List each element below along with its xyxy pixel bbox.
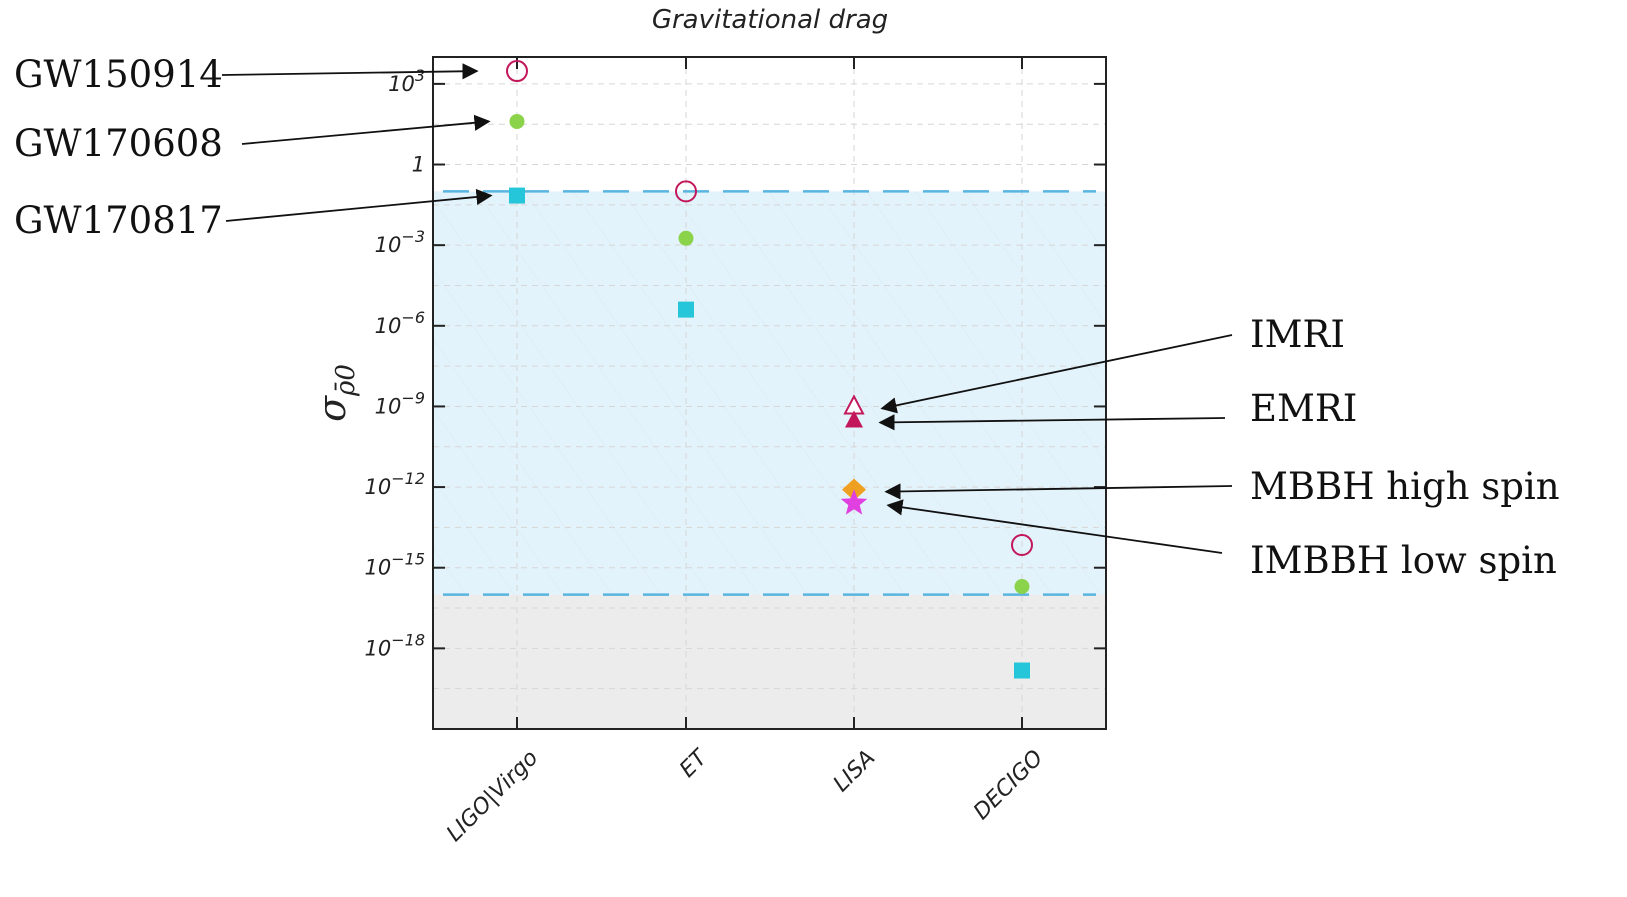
annotation-arrow — [880, 334, 1233, 414]
annotation-arrow — [878, 414, 1226, 431]
y-axis-label: σρ̄0 — [310, 364, 361, 422]
plot-frame — [432, 56, 1107, 730]
shaded-band-hatch — [433, 191, 1106, 595]
x-category-label: LISA — [829, 746, 880, 797]
plot-area: 103 1 10−3 10−6 10−9 10−12 10−15 10−18 LIGO|Virg… — [310, 56, 1107, 847]
data-point-circle — [1014, 579, 1030, 595]
annotation-label: EMRI — [1250, 387, 1357, 430]
annotation-label: IMBBH low spin — [1250, 539, 1557, 582]
annotation-label: GW170608 — [14, 122, 223, 165]
y-tick-label: 10−9 — [375, 388, 425, 418]
data-point-circle-open — [1011, 534, 1033, 557]
data-point-square — [1014, 662, 1030, 679]
y-tick-label: 10−15 — [365, 550, 426, 580]
annotation-arrow — [225, 188, 493, 222]
data-point-circle — [509, 113, 525, 129]
x-category-label: DECIGO — [969, 746, 1048, 825]
annotations: GW150914 GW170608 GW170817 IMRI EMRI MBBH hig… — [14, 53, 1560, 582]
y-tick-label: 1 — [412, 153, 425, 177]
y-tick-label: 10−3 — [375, 227, 425, 257]
chart-title: Gravitational drag — [652, 5, 888, 35]
y-tick-label: 103 — [388, 66, 425, 96]
data-point-circle-open — [506, 60, 528, 83]
annotation-label: IMRI — [1250, 313, 1345, 356]
y-tick-label: 10−6 — [375, 308, 425, 338]
annotation-label: GW150914 — [14, 53, 223, 96]
y-tick-label: 10−12 — [365, 469, 426, 499]
data-point-square — [678, 301, 694, 318]
x-category-label: LIGO|Virgo — [442, 746, 543, 847]
x-category-label: ET — [675, 744, 713, 782]
data-point-circle — [678, 230, 694, 246]
annotation-arrow — [886, 499, 1223, 554]
shaded-band-1 — [433, 594, 1106, 729]
annotation-label: MBBH high spin — [1250, 465, 1560, 508]
annotation-arrow — [884, 483, 1233, 500]
annotation-arrow — [241, 114, 491, 145]
annotation-label: GW170817 — [14, 199, 223, 242]
data-point-circle-open — [675, 180, 697, 203]
y-tick-label: 10−18 — [365, 630, 426, 660]
annotation-arrow — [221, 63, 479, 80]
data-point-triangle — [845, 410, 863, 428]
data-point-star — [840, 489, 868, 515]
data-point-square — [509, 187, 525, 204]
